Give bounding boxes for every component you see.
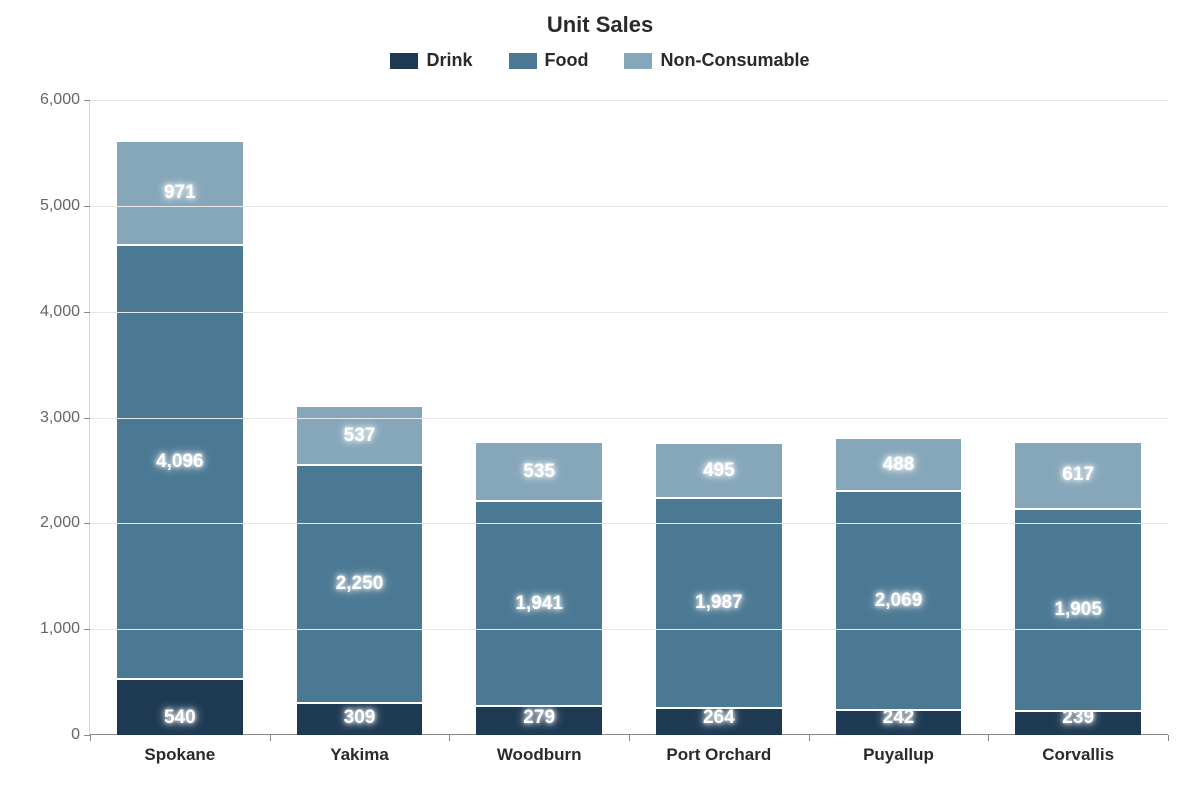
bar-value-label: 4,096 — [156, 451, 204, 473]
bar-segment: 242 — [836, 709, 962, 735]
bar-value-label: 537 — [344, 425, 376, 447]
bar-group: 242 2,069 488 — [836, 439, 962, 735]
bar-segment: 1,905 — [1015, 508, 1141, 710]
bar-segment: 4,096 — [117, 244, 243, 677]
legend-item-drink: Drink — [390, 50, 472, 71]
x-tick-mark — [809, 735, 810, 741]
bar-value-label: 1,905 — [1054, 599, 1102, 621]
gridline — [90, 312, 1168, 313]
gridline — [90, 418, 1168, 419]
bar-segment: 495 — [656, 444, 782, 496]
bar-value-label: 264 — [703, 707, 735, 729]
bar-segment: 264 — [656, 707, 782, 735]
bar-segment: 971 — [117, 142, 243, 245]
bar-value-label: 488 — [883, 454, 915, 476]
y-tick-mark — [84, 100, 90, 101]
bar-segment: 537 — [297, 407, 423, 464]
bar-value-label: 2,250 — [336, 573, 384, 595]
gridline — [90, 206, 1168, 207]
y-tick-mark — [84, 206, 90, 207]
legend-label-nonconsumable: Non-Consumable — [660, 50, 809, 71]
legend-label-food: Food — [545, 50, 589, 71]
x-tick-label: Yakima — [330, 745, 389, 765]
y-tick-label: 2,000 — [40, 514, 80, 532]
legend-item-food: Food — [509, 50, 589, 71]
y-tick-mark — [84, 523, 90, 524]
x-tick-label: Corvallis — [1042, 745, 1114, 765]
y-tick-label: 4,000 — [40, 303, 80, 321]
gridline — [90, 100, 1168, 101]
x-tick-mark — [90, 735, 91, 741]
bar-value-label: 1,941 — [515, 593, 563, 615]
y-tick-label: 6,000 — [40, 91, 80, 109]
x-tick-mark — [449, 735, 450, 741]
plot-area: 540 4,096 971 309 2,250 537 279 1,941 535 264 1,98… — [90, 100, 1168, 735]
x-tick-mark — [1168, 735, 1169, 741]
bar-value-label: 309 — [344, 707, 376, 729]
x-tick-mark — [270, 735, 271, 741]
bar-segment: 2,250 — [297, 464, 423, 702]
y-tick-mark — [84, 418, 90, 419]
bar-value-label: 535 — [523, 461, 555, 483]
x-tick-label: Woodburn — [497, 745, 582, 765]
y-tick-label: 1,000 — [40, 620, 80, 638]
bar-value-label: 239 — [1062, 707, 1094, 729]
bar-segment: 309 — [297, 702, 423, 735]
x-tick-label: Port Orchard — [666, 745, 771, 765]
bar-value-label: 540 — [164, 707, 196, 729]
legend-swatch-drink — [390, 53, 418, 69]
bar-segment: 239 — [1015, 710, 1141, 735]
legend-swatch-food — [509, 53, 537, 69]
legend-label-drink: Drink — [426, 50, 472, 71]
gridline — [90, 629, 1168, 630]
x-tick-label: Puyallup — [863, 745, 934, 765]
gridline — [90, 523, 1168, 524]
chart-title: Unit Sales — [0, 12, 1200, 38]
bar-group: 239 1,905 617 — [1015, 443, 1141, 735]
bar-value-label: 2,069 — [875, 590, 923, 612]
bar-segment: 1,941 — [476, 500, 602, 705]
x-tick-label: Spokane — [144, 745, 215, 765]
x-tick-mark — [988, 735, 989, 741]
y-tick-label: 3,000 — [40, 409, 80, 427]
bar-value-label: 1,987 — [695, 592, 743, 614]
legend-item-nonconsumable: Non-Consumable — [624, 50, 809, 71]
bar-value-label: 617 — [1062, 464, 1094, 486]
legend-swatch-nonconsumable — [624, 53, 652, 69]
bar-value-label: 495 — [703, 460, 735, 482]
bar-segment: 535 — [476, 443, 602, 500]
chart-legend: Drink Food Non-Consumable — [0, 50, 1200, 71]
bar-value-label: 971 — [164, 182, 196, 204]
y-tick-mark — [84, 312, 90, 313]
bar-group: 279 1,941 535 — [476, 443, 602, 735]
bar-group: 309 2,250 537 — [297, 407, 423, 735]
bar-segment: 540 — [117, 678, 243, 735]
y-tick-label: 5,000 — [40, 197, 80, 215]
x-tick-mark — [629, 735, 630, 741]
bar-segment: 617 — [1015, 443, 1141, 508]
y-tick-label: 0 — [71, 726, 80, 744]
bar-group: 540 4,096 971 — [117, 142, 243, 735]
bar-group: 264 1,987 495 — [656, 444, 782, 735]
bar-segment: 488 — [836, 439, 962, 491]
bar-segment: 279 — [476, 705, 602, 735]
bar-value-label: 242 — [883, 707, 915, 729]
y-tick-mark — [84, 629, 90, 630]
unit-sales-chart: Unit Sales Drink Food Non-Consumable 540… — [0, 0, 1200, 800]
bar-segment: 1,987 — [656, 497, 782, 707]
bar-value-label: 279 — [523, 707, 555, 729]
